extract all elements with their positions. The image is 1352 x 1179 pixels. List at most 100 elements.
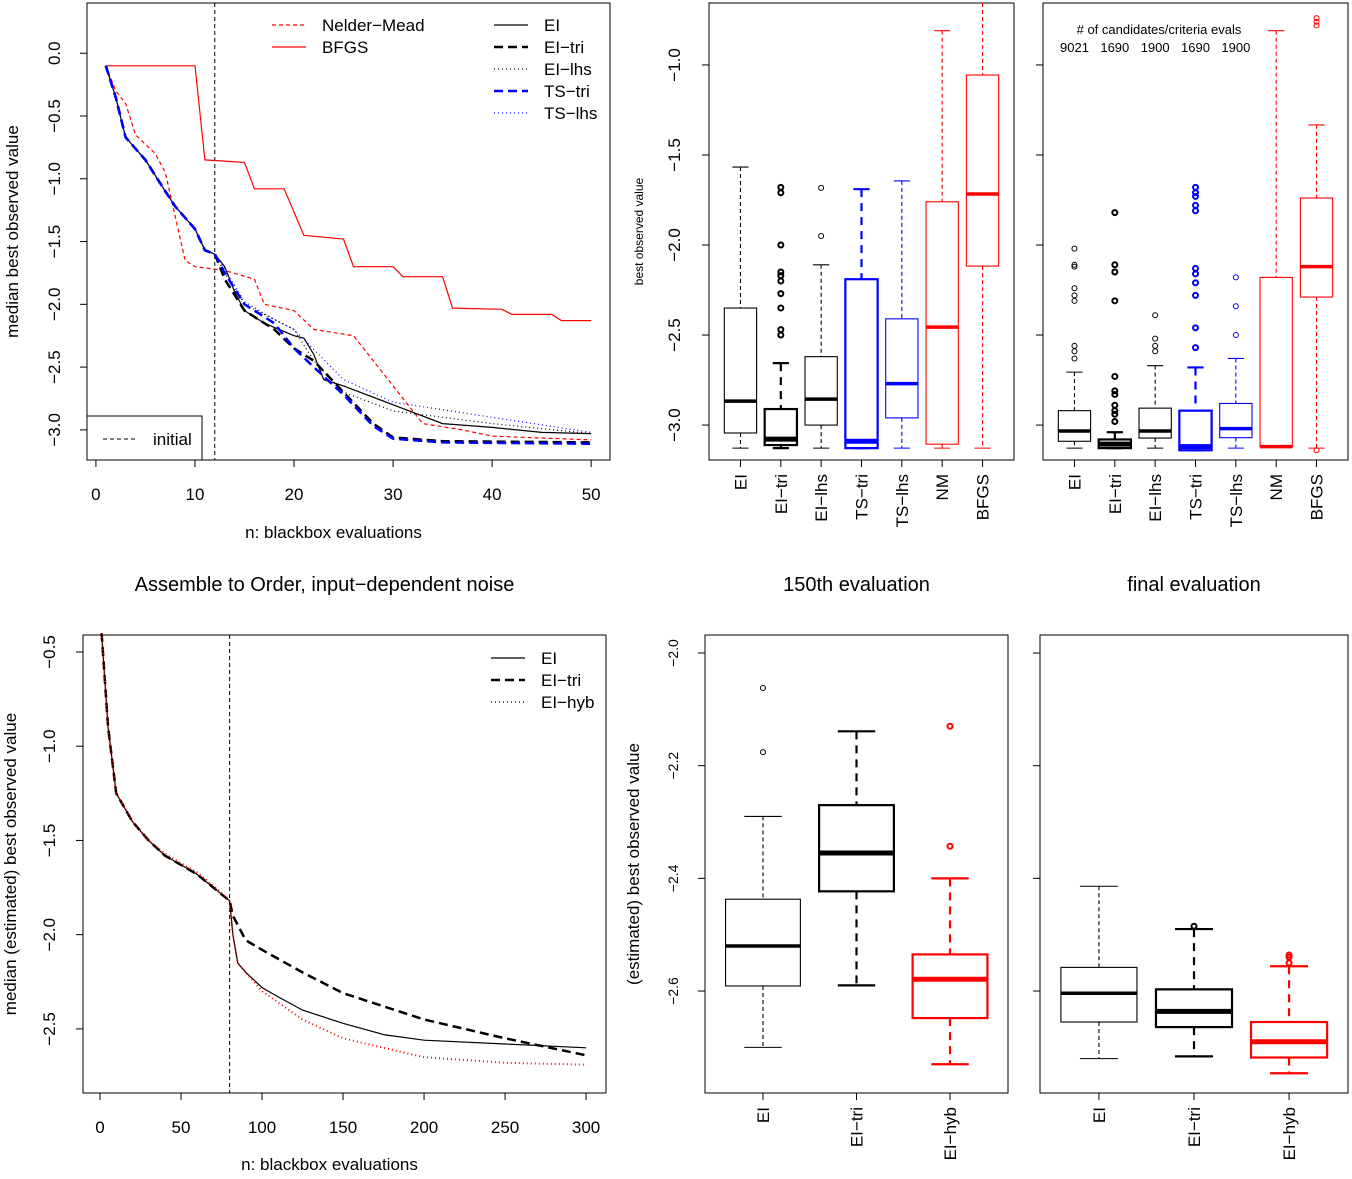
x-tick-label: 100 [248, 1118, 276, 1137]
initial-legend-box [86, 415, 203, 461]
category-label: BFGS [1308, 474, 1327, 520]
outlier-point [1192, 270, 1199, 278]
outlier-point [1192, 207, 1199, 215]
legend-label: initial [153, 430, 192, 449]
category-label: TS−lhs [893, 474, 912, 527]
legend-label: EI−tri [544, 38, 584, 57]
outlier-point [1313, 447, 1320, 454]
y-tick-label: −2.5 [40, 1012, 59, 1046]
x-tick-label: 0 [95, 1118, 104, 1137]
box-iqr [1057, 410, 1092, 442]
category-label: EI−hyb [1280, 1107, 1299, 1160]
outlier-point [777, 277, 785, 285]
y-tick-label: −2.5 [45, 350, 64, 384]
category-label: EI−tri [1106, 474, 1125, 514]
box [1097, 209, 1133, 450]
outlier-point [1111, 401, 1119, 409]
category-label: BFGS [974, 474, 993, 520]
x-tick-label: 50 [172, 1118, 191, 1137]
x-axis-label: n: blackbox evaluations [241, 1155, 418, 1174]
legend-label: Nelder−Mead [322, 16, 425, 35]
box [1178, 183, 1213, 452]
box [817, 730, 896, 987]
outlier-point [777, 183, 785, 191]
outlier-point [1111, 387, 1119, 395]
outlier-point [1071, 348, 1078, 355]
outlier-point [777, 331, 785, 339]
x-tick-label: 300 [572, 1118, 600, 1137]
outlier-point [1111, 390, 1119, 398]
box [965, 3, 1000, 449]
box [1154, 922, 1234, 1058]
series-line-4 [105, 65, 592, 435]
y-tick-label: −2.4 [665, 864, 681, 892]
category-label: TS−tri [853, 474, 872, 520]
annotation-value: 1690 [1100, 40, 1129, 55]
box-iqr [911, 953, 989, 1020]
outlier-point [777, 241, 785, 249]
x-tick-label: 250 [491, 1118, 519, 1137]
outlier-point [1071, 245, 1078, 252]
x-tick-label: 10 [186, 485, 205, 504]
box-iqr [725, 898, 801, 987]
x-tick-label: 50 [582, 485, 601, 504]
outlier-point [759, 749, 766, 756]
outlier-point [1071, 261, 1078, 268]
outlier-point [1285, 959, 1293, 967]
outlier-point [1071, 342, 1078, 349]
outlier-point [777, 272, 785, 280]
box-iqr [925, 201, 959, 445]
y-tick-label: −2.0 [40, 918, 59, 952]
series-line-1 [105, 65, 592, 322]
outlier-point [1111, 410, 1119, 418]
panel-p5 [698, 634, 1009, 1100]
outlier-point [759, 684, 766, 691]
box [1249, 951, 1329, 1075]
category-label: EI [754, 1107, 773, 1123]
category-label: EI [1090, 1107, 1109, 1123]
outlier-point [777, 290, 785, 298]
category-label: EI−tri [772, 474, 791, 514]
outlier-point [1111, 417, 1119, 425]
box [844, 188, 879, 450]
panel-p6 [1033, 634, 1349, 1100]
box [763, 183, 799, 450]
outlier-point [1152, 342, 1159, 349]
box [1259, 30, 1293, 449]
box-iqr [817, 804, 896, 893]
box-iqr [1178, 409, 1213, 452]
y-tick-label: −1.5 [45, 225, 64, 259]
series-line-1 [100, 633, 587, 1057]
category-label: EI−lhs [812, 474, 831, 522]
y-axis-label: median (estimated) best observed value [1, 713, 20, 1015]
outlier-point [1192, 264, 1199, 272]
outlier-point [1313, 15, 1320, 22]
outlier-point [1152, 335, 1159, 342]
box [885, 180, 919, 449]
outlier-point [1192, 183, 1199, 191]
outlier-point [1111, 261, 1119, 269]
box [1138, 312, 1172, 449]
box [725, 684, 801, 1048]
box-iqr [965, 74, 1000, 267]
y-tick-label: −1.0 [45, 162, 64, 196]
series-line-2 [100, 633, 587, 1066]
plot-frame [86, 2, 611, 461]
outlier-point [1111, 372, 1119, 380]
panel-p1 [80, 2, 611, 467]
x-tick-label: 150 [329, 1118, 357, 1137]
x-tick-label: 20 [285, 485, 304, 504]
outlier-point [818, 233, 825, 240]
outlier-point [1111, 297, 1119, 305]
y-tick-label: −2.6 [665, 977, 681, 1005]
box-iqr [885, 318, 919, 419]
series-line-2 [105, 65, 592, 435]
outlier-point [777, 268, 785, 276]
y-tick-label: −1.5 [665, 138, 684, 172]
box-iqr [844, 278, 879, 450]
box [911, 722, 989, 1066]
outlier-point [1192, 201, 1199, 209]
legend-label: BFGS [322, 38, 368, 57]
legend-label: EI [544, 16, 560, 35]
category-label: EI−tri [1185, 1107, 1204, 1147]
